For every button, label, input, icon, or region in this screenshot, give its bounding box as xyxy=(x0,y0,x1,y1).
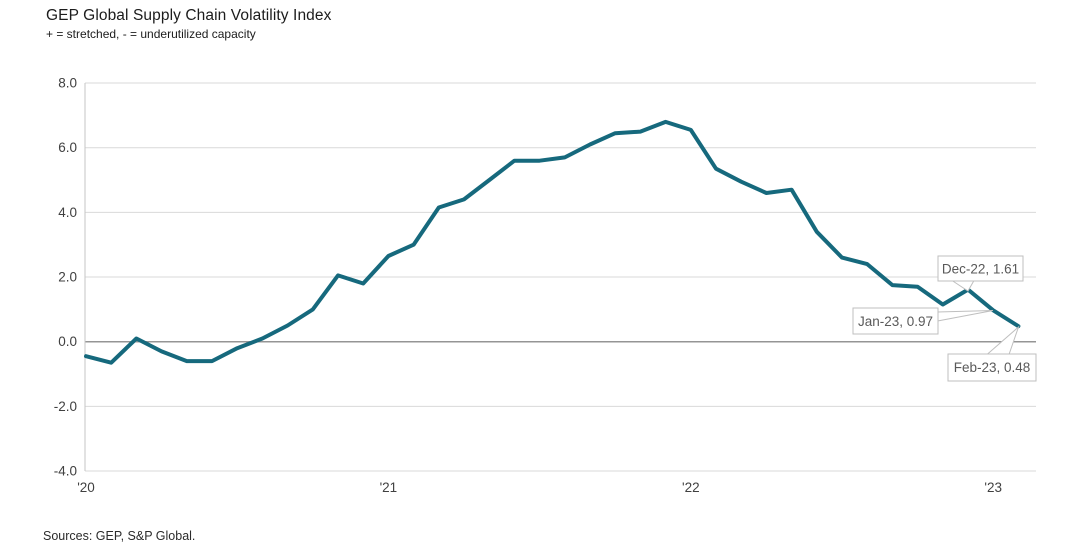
annotation-jan23-leader xyxy=(937,310,994,322)
y-tick-label: 4.0 xyxy=(58,205,77,220)
chart-subtitle: + = stretched, - = underutilized capacit… xyxy=(46,27,256,41)
y-tick-label: 0.0 xyxy=(58,334,77,349)
chart-title: GEP Global Supply Chain Volatility Index xyxy=(46,7,332,24)
annotation-feb23-box xyxy=(947,353,1037,382)
gridlines xyxy=(85,82,1036,472)
x-tick-label: '23 xyxy=(984,480,1002,495)
y-tick-label: -2.0 xyxy=(54,399,77,414)
y-tick-label: 6.0 xyxy=(58,140,77,155)
annotation-feb23-label: Feb-23, 0.48 xyxy=(954,360,1031,375)
x-tick-label: '21 xyxy=(380,480,398,495)
annotation-dec22-label: Dec-22, 1.61 xyxy=(942,262,1019,277)
y-axis-labels: 8.0 6.0 4.0 2.0 0.0 -2.0 -4.0 xyxy=(54,76,77,479)
x-axis-labels: '20 '21 '22 '23 xyxy=(77,480,1002,495)
annotation-feb23-leader xyxy=(985,325,1020,355)
annotation-dec22: Dec-22, 1.61 xyxy=(937,255,1024,292)
annotation-jan23: Jan-23, 0.97 xyxy=(852,307,994,335)
annotation-feb23: Feb-23, 0.48 xyxy=(947,325,1037,382)
x-tick-label: '20 xyxy=(77,480,95,495)
annotation-jan23-label: Jan-23, 0.97 xyxy=(858,314,933,329)
x-tick-label: '22 xyxy=(682,480,700,495)
y-tick-label: 2.0 xyxy=(58,270,77,285)
chart-header: GEP Global Supply Chain Volatility Index… xyxy=(46,7,331,41)
annotation-jan23-box xyxy=(852,307,939,335)
annotation-dec22-box xyxy=(937,255,1024,282)
volatility-line xyxy=(84,119,1021,365)
chart-sources: Sources: GEP, S&P Global. xyxy=(43,529,196,543)
y-tick-label: -4.0 xyxy=(54,464,77,479)
y-tick-label: 8.0 xyxy=(58,76,77,91)
